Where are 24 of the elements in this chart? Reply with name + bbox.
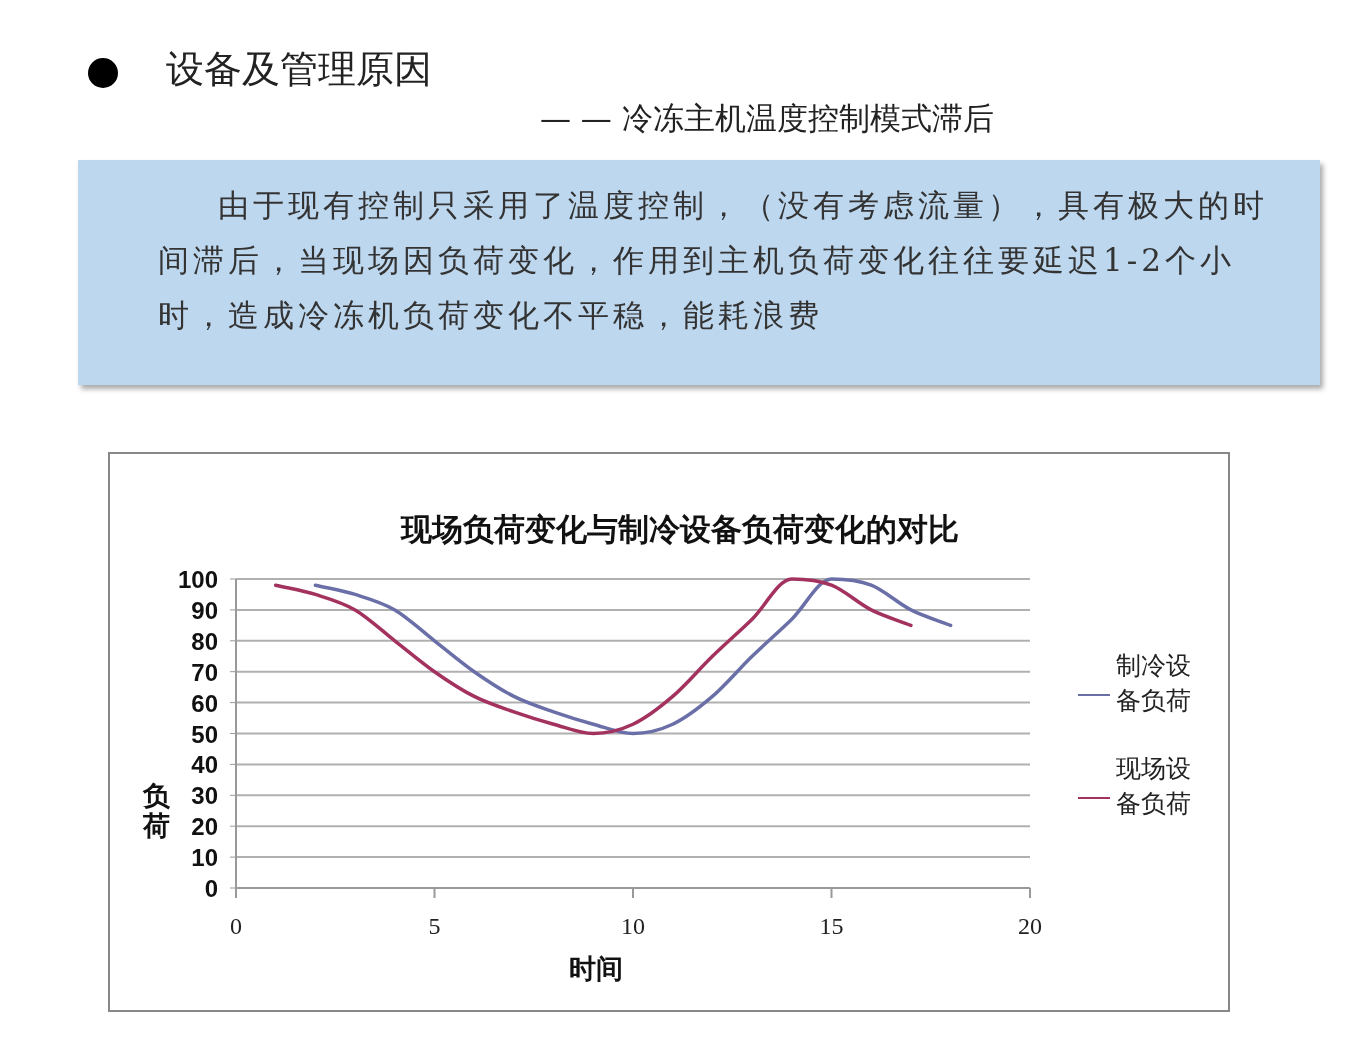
- y-tick-label: 0: [204, 875, 218, 902]
- x-tick-label: 0: [230, 913, 242, 939]
- x-tick-label: 20: [1018, 913, 1042, 939]
- y-tick-label: 50: [191, 720, 218, 748]
- x-tick-label: 10: [621, 913, 645, 939]
- legend-label: 制冷设备负荷: [1116, 651, 1191, 715]
- y-tick-label: 20: [191, 813, 218, 841]
- legend-label: 现场设备负荷: [1116, 754, 1191, 818]
- y-tick-label: 40: [191, 751, 218, 779]
- text: 设备及管理原因: [166, 47, 432, 91]
- y-tick-label: 90: [191, 596, 218, 624]
- text: 由于现有控制只采用了温度控制，（没有考虑流量），具有极大的时间滞后，当现场因负荷变化，作用到主机负荷变化往往要延迟1-2个小时，造成冷冻机负荷变化不平稳，能耗浪费: [78, 160, 1320, 385]
- y-tick-label: 30: [191, 782, 218, 810]
- y-tick-label: 80: [191, 627, 218, 655]
- text: — — 冷冻主机温度控制模式滞后: [540, 99, 994, 138]
- y-tick-label: 70: [191, 658, 218, 686]
- y-tick-label: 10: [191, 844, 218, 872]
- chart-title: 现场负荷变化与制冷设备负荷变化的对比: [400, 511, 959, 547]
- x-tick-label: 5: [428, 913, 441, 939]
- x-axis-title: 时间: [569, 953, 623, 984]
- x-tick-label: 15: [819, 913, 844, 939]
- y-tick-label: 60: [191, 689, 218, 717]
- y-tick-label: 100: [177, 566, 218, 593]
- y-axis-title: 负荷: [141, 780, 171, 841]
